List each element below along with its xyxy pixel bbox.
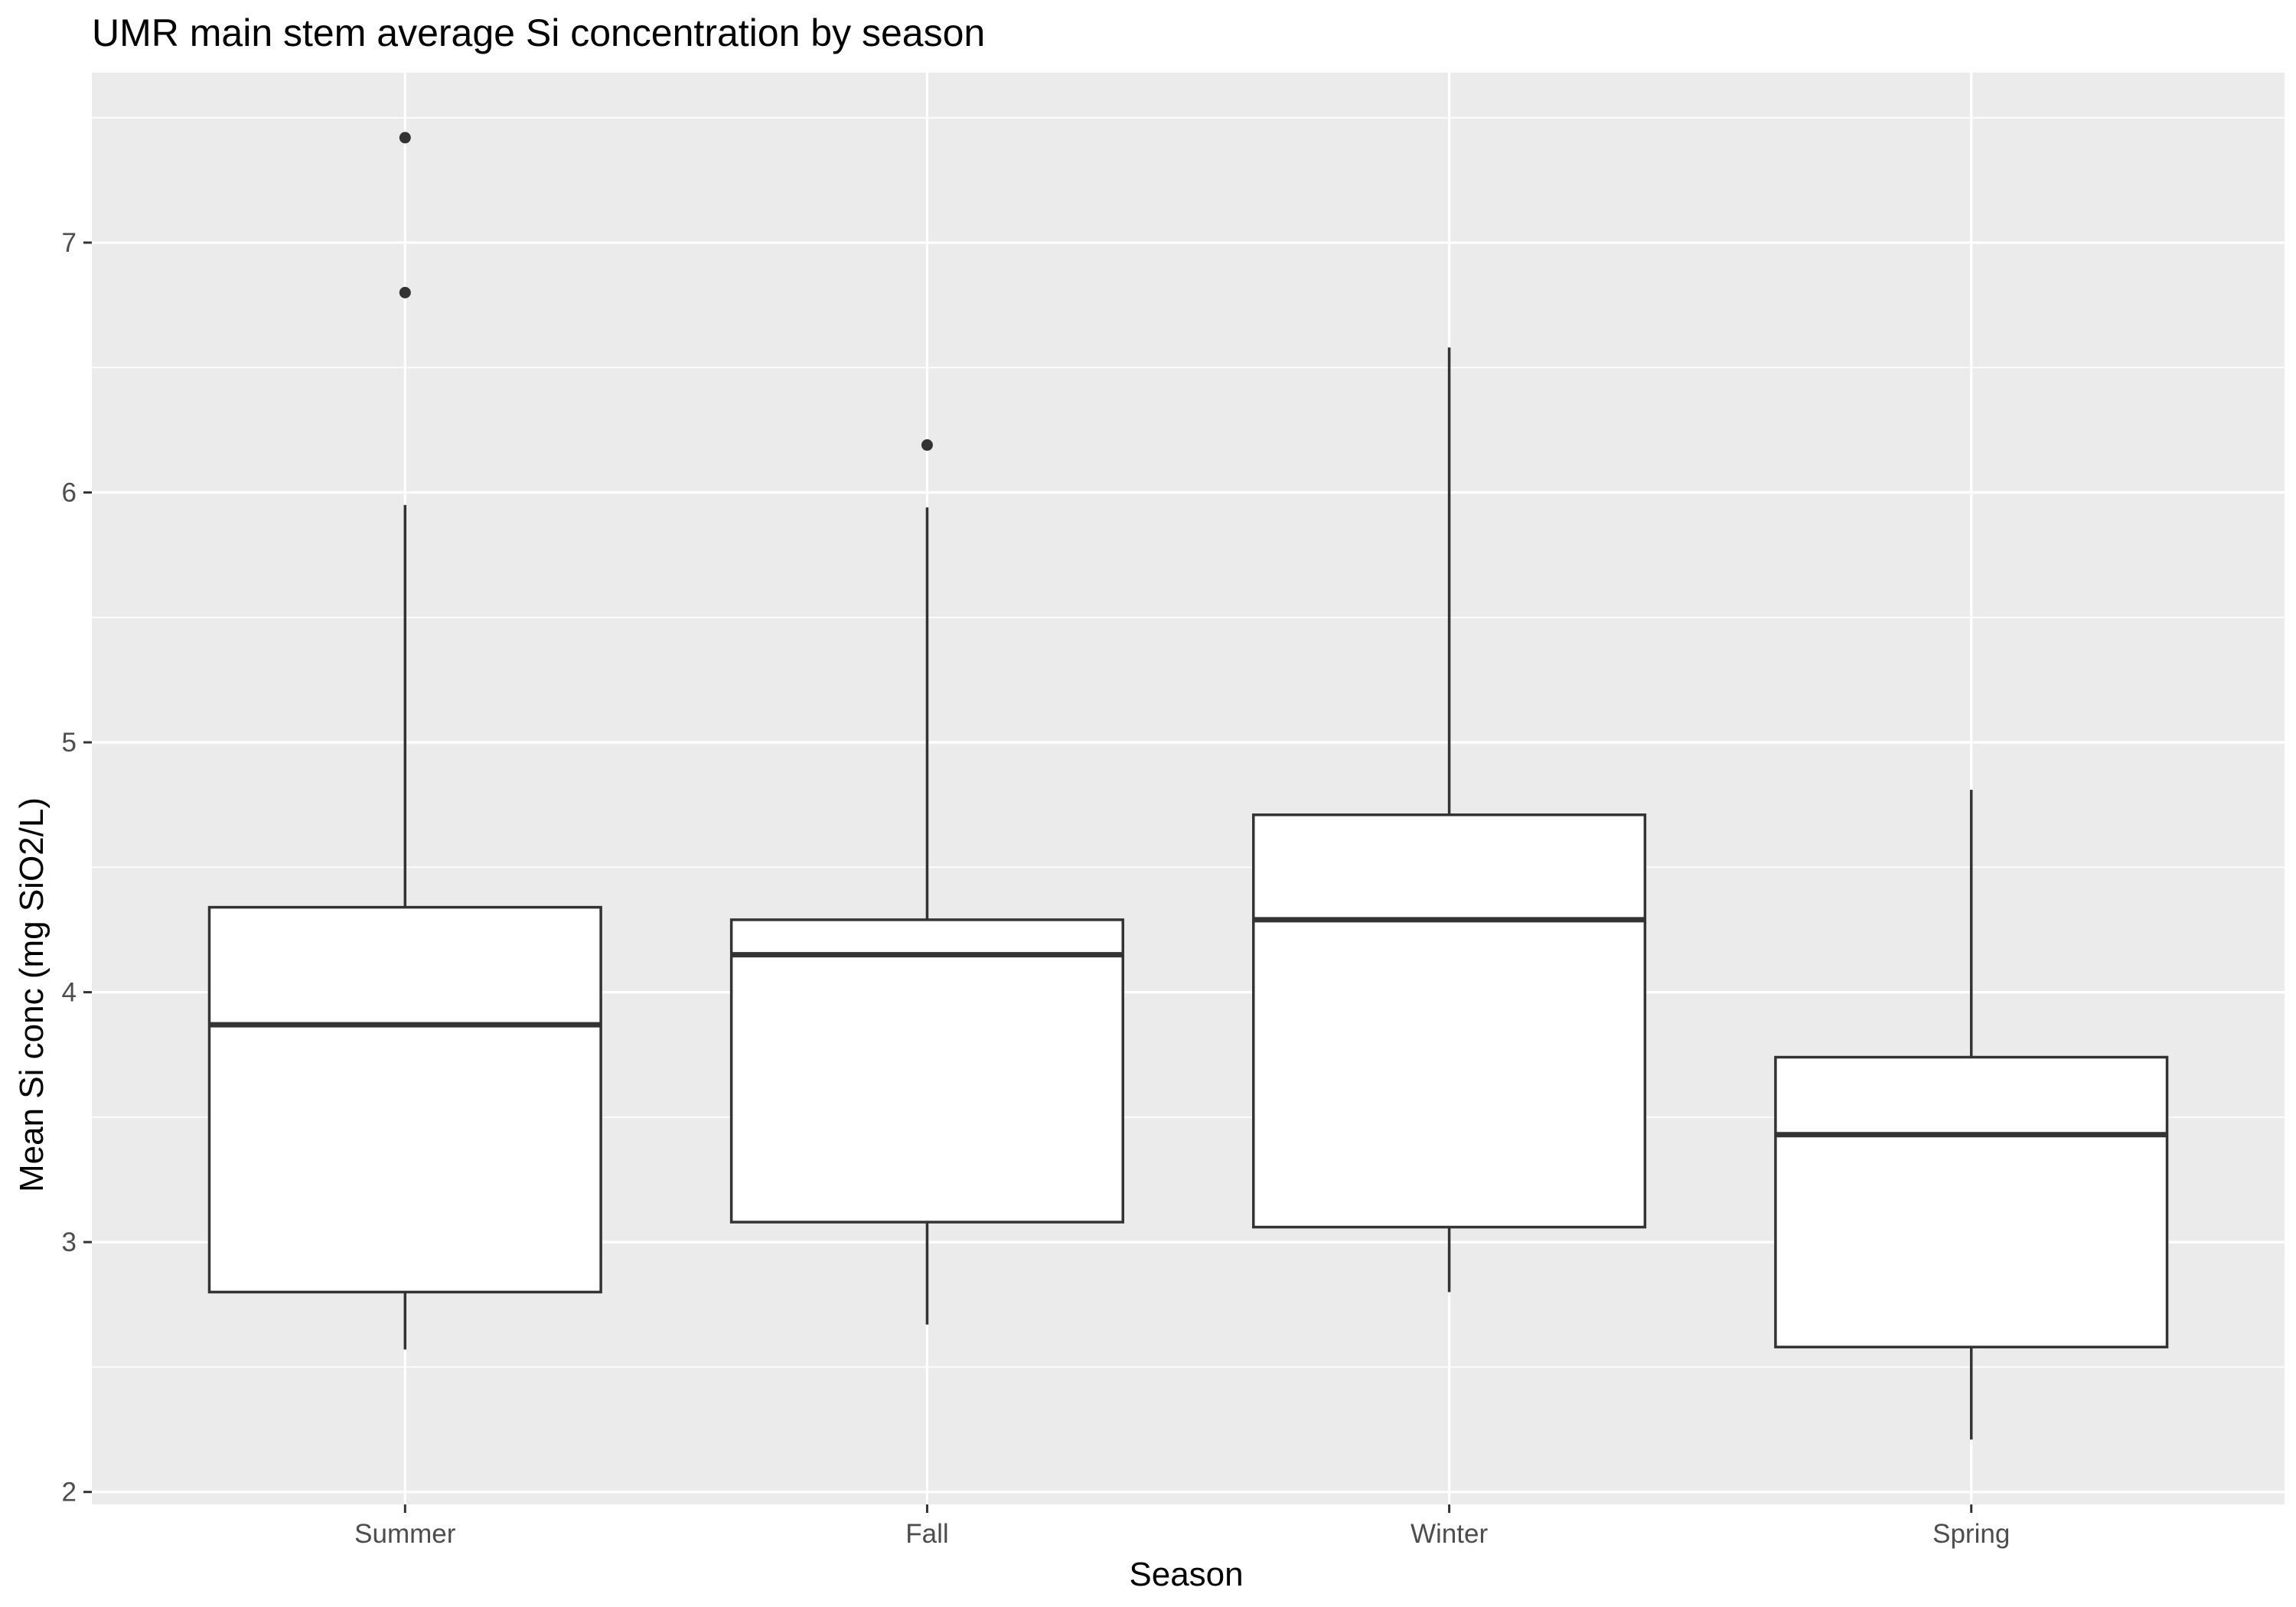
box-iqr: [207, 905, 602, 1294]
box-winter: [1252, 347, 1647, 1292]
x-tick-label: Winter: [1411, 1519, 1488, 1549]
y-tick-label: 5: [62, 728, 77, 758]
outlier-point: [399, 286, 411, 298]
y-tick-label: 3: [62, 1227, 77, 1257]
boxes-layer: [207, 132, 2169, 1440]
y-axis-title: Mean Si conc (mg SiO2/L): [13, 797, 51, 1192]
box-iqr: [1252, 813, 1647, 1229]
box-spring: [1774, 790, 2169, 1440]
y-tick-label: 4: [62, 978, 77, 1008]
x-axis-title: Season: [1129, 1556, 1243, 1593]
outlier-point: [921, 439, 933, 451]
x-tick-label: Fall: [905, 1519, 948, 1549]
y-tick-label: 7: [62, 228, 77, 258]
box-iqr: [1774, 1055, 2169, 1349]
x-tick-label: Summer: [354, 1519, 456, 1549]
x-axis: Summer Fall Winter Spring: [354, 1504, 2010, 1549]
y-tick-label: 6: [62, 478, 77, 508]
box-iqr: [729, 918, 1124, 1224]
box-summer: [207, 132, 602, 1350]
x-tick-label: Spring: [1932, 1519, 2010, 1549]
chart-title: UMR main stem average Si concentration b…: [92, 11, 985, 54]
box-fall: [729, 439, 1124, 1325]
y-axis: 2 3 4 5 6 7: [62, 228, 92, 1508]
outlier-point: [399, 132, 411, 144]
y-tick-label: 2: [62, 1478, 77, 1508]
